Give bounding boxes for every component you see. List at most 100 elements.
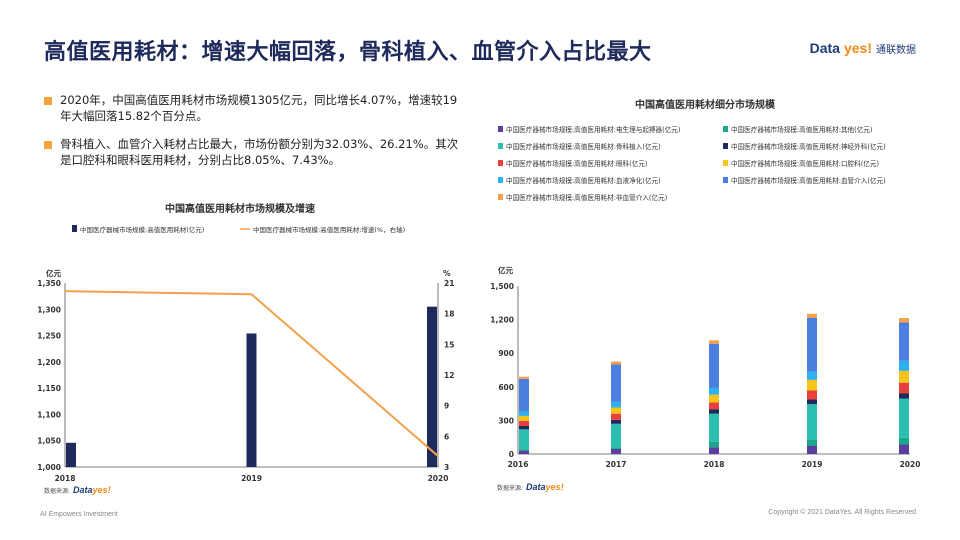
stacked-bar-segment [899, 398, 909, 438]
stacked-bar-segment [709, 402, 719, 410]
stacked-bar-segment [807, 317, 817, 372]
y-tick-label: 1,100 [37, 410, 61, 419]
stacked-bar-segment [611, 401, 621, 408]
legend-label: 中国医疗器械市场规模:高值医用耗材:血液净化(亿元) [506, 176, 661, 185]
legend-swatch [498, 160, 503, 166]
stacked-bar-segment [611, 407, 621, 414]
bullet-text: 骨科植入、血管介入耗材占比最大，市场份额分别为32.03%、26.21%。其次是… [60, 137, 459, 167]
stacked-bar-segment [709, 340, 719, 344]
legend-swatch-bar [72, 225, 77, 232]
y-tick-label: 1,200 [37, 358, 61, 367]
x-tick-label: 2018 [704, 460, 725, 469]
stacked-bar-segment [899, 318, 909, 323]
stacked-bar-segment [807, 371, 817, 380]
stacked-bar-segment [807, 313, 817, 318]
stacked-bar-segment [899, 393, 909, 399]
x-tick-label: 2019 [241, 474, 262, 483]
x-tick-label: 2018 [55, 474, 76, 483]
stacked-bar-segment [709, 409, 719, 414]
source-brand: Datayes! [73, 485, 111, 495]
y-tick-label: 0 [509, 450, 514, 459]
y-tick-label: 600 [498, 383, 514, 392]
footer-tagline: AI Empowers Investment [40, 511, 118, 518]
x-tick-label: 2016 [508, 460, 529, 469]
chart-segment-market-size: 中国高值医用耗材细分市场规模中国医疗器械市场规模:高值医用耗材:电生理与起搏器(… [490, 98, 921, 469]
stacked-bar-segment [611, 448, 621, 454]
stacked-bar-segment [611, 447, 621, 449]
source-brand-a: Data [526, 482, 546, 492]
source-label: 数据来源: [497, 484, 524, 492]
y2-tick-label: 18 [444, 310, 454, 319]
stacked-bar-segment [611, 419, 621, 424]
stacked-bar-segment [807, 379, 817, 391]
legend-swatch [498, 194, 503, 200]
stacked-bar-segment [519, 429, 529, 450]
bullet-square-icon [44, 97, 52, 105]
stacked-bar-segment [899, 437, 909, 445]
stacked-bar-segment [709, 441, 719, 448]
x-tick-label: 2019 [802, 460, 823, 469]
stacked-bar-segment [709, 387, 719, 395]
y2-tick-label: 15 [444, 340, 454, 349]
legend-label: 中国医疗器械市场规模:高值医用耗材:眼科(亿元) [506, 159, 647, 168]
stacked-bar-segment [611, 413, 621, 420]
bullet-square-icon [44, 141, 52, 149]
logo-text-c: 通联数据 [876, 45, 916, 56]
stacked-bar-segment [709, 413, 719, 442]
stacked-bar-segment [807, 445, 817, 454]
stacked-bar-segment [519, 376, 529, 379]
y-tick-label: 1,300 [37, 305, 61, 314]
logo-text-a: Data [809, 40, 840, 56]
stacked-bar-segment [611, 364, 621, 402]
legend-label: 中国医疗器械市场规模:高值医用耗材:其他(亿元) [731, 125, 872, 134]
y-tick-label: 300 [498, 416, 514, 425]
stacked-bar-segment [519, 449, 529, 451]
stacked-bar-segment [899, 382, 909, 394]
logo: Data yes! 通联数据 [810, 40, 916, 56]
legend-swatch [498, 177, 503, 183]
stacked-bar-segment [709, 343, 719, 388]
stacked-bar-segment [807, 440, 817, 446]
legend-label: 中国医疗器械市场规模:高值医用耗材:电生理与起搏器(亿元) [506, 125, 680, 134]
legend-swatch [723, 143, 728, 149]
y-tick-label: 1,500 [490, 282, 514, 291]
bullet-item: 2020年，中国高值医用耗材市场规模1305亿元，同比增长4.07%，增速较19… [44, 92, 464, 124]
stacked-bar-segment [709, 394, 719, 403]
legend-swatch [498, 126, 503, 132]
x-tick-label: 2020 [900, 460, 921, 469]
legend-label-bar: 中国医疗器械市场规模:高值医用耗材(亿元) [80, 225, 204, 234]
y-tick-label: 900 [498, 349, 514, 358]
source-brand-b: yes! [92, 485, 111, 495]
footer-copyright: Copyright © 2021 DataYes. All Rights Res… [768, 509, 916, 516]
source-brand-b: yes! [545, 482, 564, 492]
y-tick-label: 1,250 [37, 332, 61, 341]
line-growth-rate [64, 290, 439, 457]
y-tick-label: 1,050 [37, 437, 61, 446]
stacked-bar-segment [899, 322, 909, 361]
y2-tick-label: 21 [444, 279, 454, 288]
stacked-bar-segment [899, 360, 909, 371]
y2-tick-label: 3 [444, 463, 449, 472]
stacked-bar-segment [519, 415, 529, 421]
source-brand: Datayes! [526, 482, 564, 492]
bar-market-size [246, 333, 257, 467]
stacked-bar-segment [899, 370, 909, 383]
y-tick-label: 1,350 [37, 279, 61, 288]
source-brand-a: Data [73, 485, 93, 495]
stacked-bar-segment [807, 399, 817, 405]
y2-tick-label: 9 [444, 402, 449, 411]
chart1-title: 中国高值医用耗材市场规模及增速 [165, 202, 315, 215]
legend-swatch [498, 143, 503, 149]
y-tick-label: 1,200 [490, 316, 514, 325]
legend-label-line: 中国医疗器械市场规模:高值医用耗材:增速(%，右轴) [253, 225, 405, 234]
bullet-text: 2020年，中国高值医用耗材市场规模1305亿元，同比增长4.07%，增速较19… [60, 93, 458, 123]
stacked-bar-segment [519, 450, 529, 454]
legend-swatch [723, 177, 728, 183]
y-tick-label: 1,150 [37, 384, 61, 393]
legend-swatch [723, 126, 728, 132]
y2-tick-label: 12 [444, 371, 454, 380]
stacked-bar-segment [519, 426, 529, 430]
page-title: 高值医用耗材：增速大幅回落，骨科植入、血管介入占比最大 [44, 40, 652, 65]
y-axis-label: 亿元 [46, 268, 61, 278]
